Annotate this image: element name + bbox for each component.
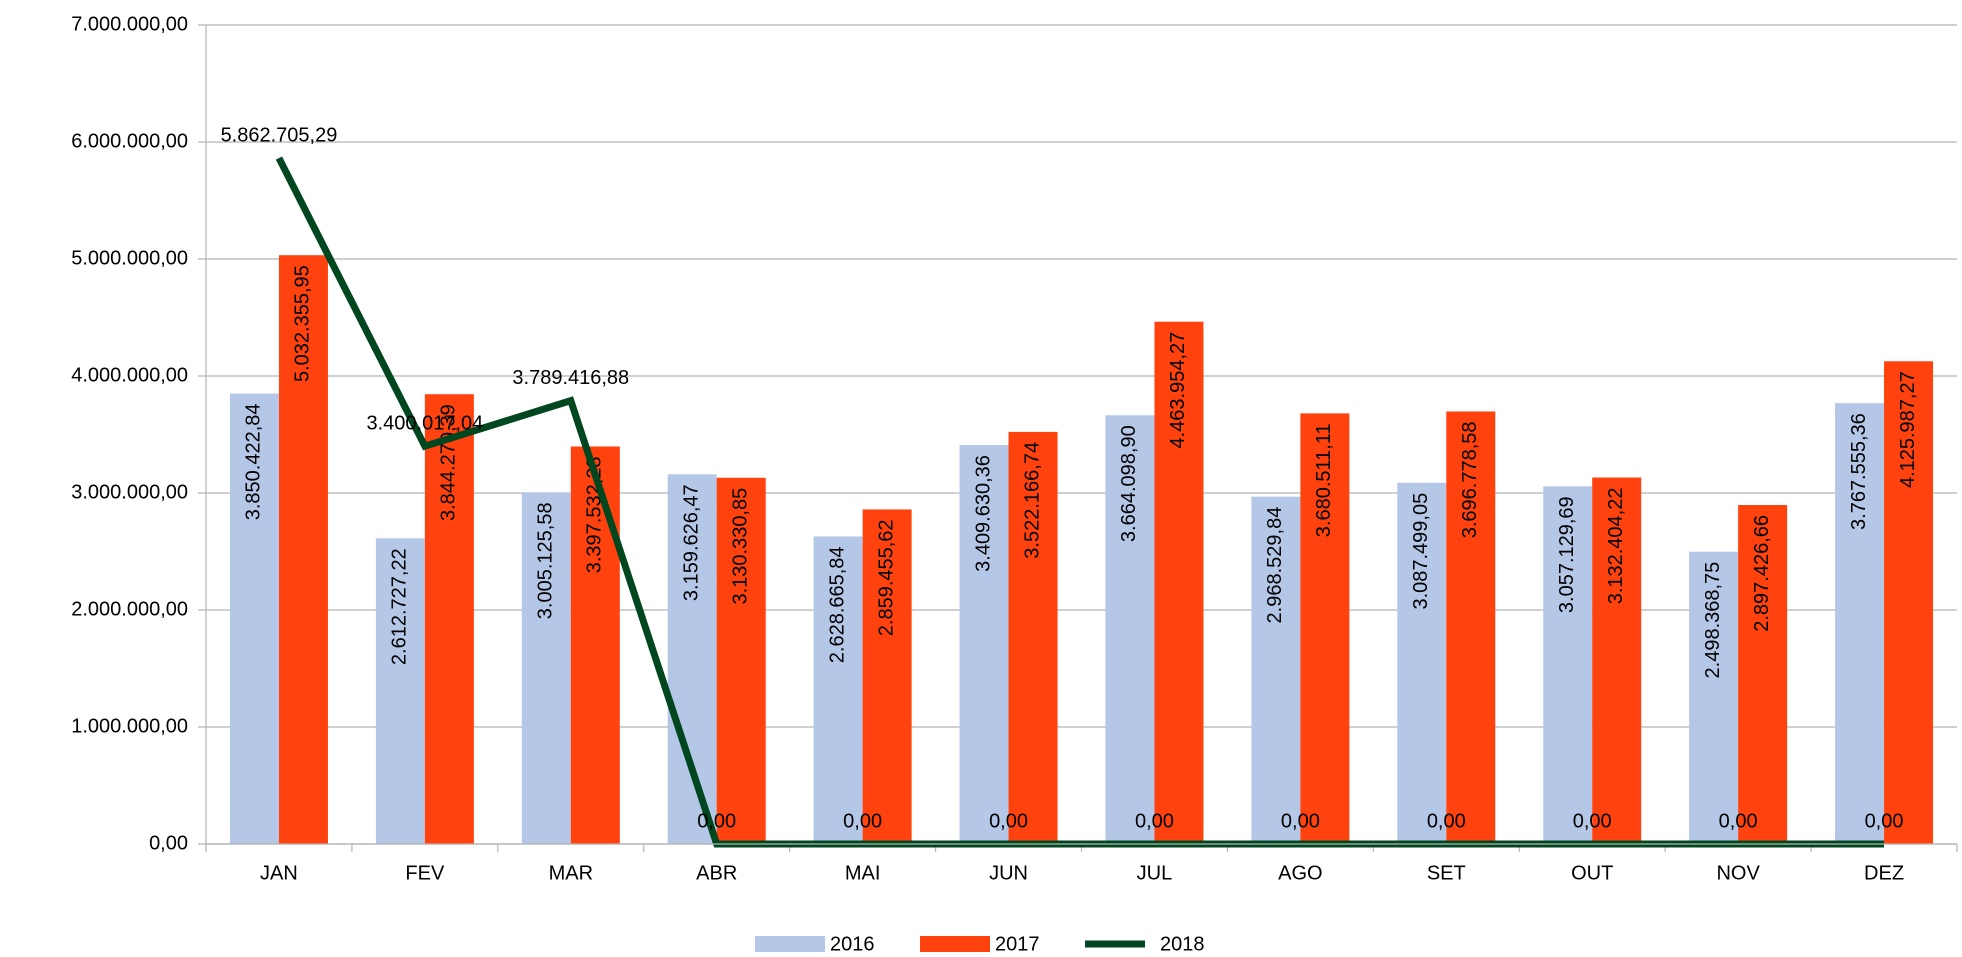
bar — [1543, 486, 1593, 844]
data-label: 2.968.529,84 — [1264, 507, 1286, 624]
data-label: 3.850.422,84 — [243, 404, 265, 521]
bar — [1397, 482, 1447, 844]
x-tick-label: MAR — [549, 862, 593, 884]
data-label: 0,00 — [1135, 810, 1174, 832]
x-tick-label: ABR — [696, 862, 737, 884]
bar — [1689, 551, 1739, 844]
x-tick-label: JAN — [260, 862, 298, 884]
data-label: 3.087.499,05 — [1410, 493, 1432, 610]
data-label: 2.498.368,75 — [1702, 562, 1724, 679]
data-label: 5.032.355,95 — [292, 265, 314, 382]
bar — [1251, 496, 1301, 844]
legend-swatch — [755, 936, 825, 952]
bar — [278, 255, 328, 844]
bar — [1446, 411, 1496, 844]
y-tick-label: 6.000.000,00 — [71, 130, 188, 152]
data-label: 3.767.555,36 — [1848, 413, 1870, 530]
data-label: 3.409.630,36 — [972, 455, 994, 572]
line — [275, 156, 1885, 848]
data-label: 3.400.017,04 — [366, 412, 483, 434]
data-label: 2.628.665,84 — [826, 546, 848, 663]
bar — [959, 445, 1009, 844]
y-tick-label: 0,00 — [149, 832, 188, 854]
data-label: 0,00 — [989, 810, 1028, 832]
bar — [1884, 361, 1934, 844]
x-tick-label: NOV — [1716, 862, 1760, 884]
y-tick-label: 2.000.000,00 — [71, 598, 188, 620]
data-label: 0,00 — [1281, 810, 1320, 832]
data-label: 2.612.727,22 — [389, 548, 411, 665]
y-tick-label: 3.000.000,00 — [71, 481, 188, 503]
x-tick-label: MAI — [845, 862, 881, 884]
legend-label: 2016 — [830, 933, 875, 955]
data-label: 3.159.626,47 — [680, 484, 702, 601]
x-tick-label: JUL — [1137, 862, 1173, 884]
data-label: 4.463.954,27 — [1167, 332, 1189, 449]
bar — [1300, 413, 1350, 844]
bar — [1835, 403, 1885, 844]
bar — [424, 394, 474, 844]
bar — [229, 393, 279, 844]
data-label: 2.859.455,62 — [875, 519, 897, 636]
data-label: 3.005.125,58 — [535, 502, 557, 619]
y-tick-label: 1.000.000,00 — [71, 715, 188, 737]
data-label: 3.522.166,74 — [1021, 442, 1043, 559]
bar — [521, 492, 571, 844]
bar — [375, 538, 425, 844]
bar — [1592, 477, 1642, 844]
bar — [716, 477, 766, 844]
data-label: 5.862.705,29 — [221, 124, 338, 146]
bar — [813, 536, 863, 844]
y-tick-label: 4.000.000,00 — [71, 364, 188, 386]
bar — [1008, 431, 1058, 844]
data-label: 2.897.426,66 — [1751, 515, 1773, 632]
x-tick-label: OUT — [1571, 862, 1613, 884]
data-label: 3.680.511,11 — [1313, 423, 1335, 537]
data-label: 0,00 — [1427, 810, 1466, 832]
bar — [862, 509, 912, 844]
x-tick-label: AGO — [1278, 862, 1322, 884]
bar — [570, 446, 620, 844]
data-label: 0,00 — [1719, 810, 1758, 832]
bar — [667, 474, 717, 844]
x-tick-label: JUN — [989, 862, 1028, 884]
legend-swatch — [920, 936, 990, 952]
data-label: 3.132.404,22 — [1605, 488, 1627, 605]
data-label: 0,00 — [697, 810, 736, 832]
data-label: 3.130.330,85 — [729, 488, 751, 605]
bar — [1738, 505, 1788, 844]
x-tick-label: SET — [1427, 862, 1466, 884]
data-label: 3.789.416,88 — [512, 367, 629, 389]
data-label: 0,00 — [1573, 810, 1612, 832]
y-tick-label: 5.000.000,00 — [71, 247, 188, 269]
data-label: 3.696.778,58 — [1459, 421, 1481, 538]
data-label: 3.057.129,69 — [1556, 496, 1578, 613]
data-label: 0,00 — [1865, 810, 1904, 832]
legend-label: 2018 — [1160, 933, 1205, 955]
bar — [1154, 321, 1204, 844]
x-tick-label: FEV — [405, 862, 445, 884]
legend-label: 2017 — [995, 933, 1040, 955]
bar — [1105, 415, 1155, 844]
data-label: 3.664.098,90 — [1118, 425, 1140, 542]
data-label: 0,00 — [843, 810, 882, 832]
x-tick-label: DEZ — [1864, 862, 1904, 884]
y-tick-label: 7.000.000,00 — [71, 13, 188, 35]
data-label: 4.125.987,27 — [1897, 371, 1919, 488]
